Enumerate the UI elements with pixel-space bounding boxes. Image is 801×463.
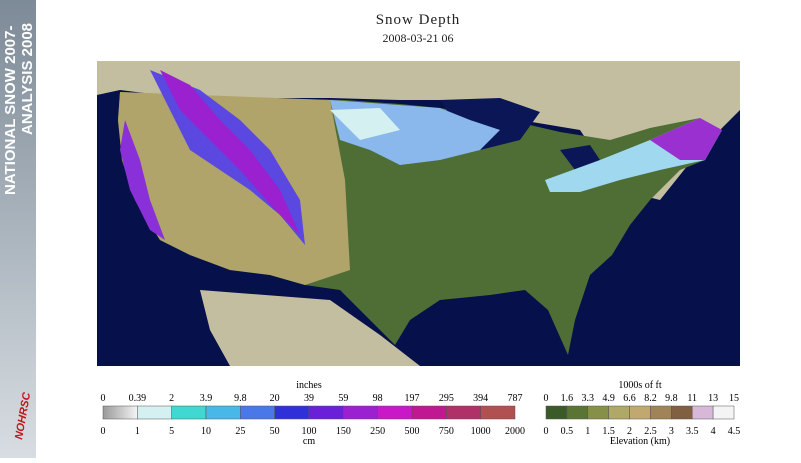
canada — [97, 61, 740, 200]
color-swatch — [240, 405, 275, 420]
tick-label: 5 — [169, 426, 174, 437]
legend-label: Elevation (km) — [610, 436, 670, 447]
tick-label: 3.5 — [686, 426, 699, 437]
timestamp: 2008-03-21 06 — [383, 31, 454, 45]
tick-label: 2 — [169, 393, 174, 404]
tick-label: 197 — [405, 393, 420, 404]
color-swatch — [608, 405, 630, 420]
color-swatch — [446, 405, 481, 420]
tick-label: 750 — [439, 426, 454, 437]
tick-label: 10 — [201, 426, 211, 437]
tick-label: 0.39 — [129, 393, 147, 404]
western-terrain — [118, 92, 350, 285]
color-swatch — [691, 405, 714, 420]
map — [97, 61, 740, 366]
tick-label: 1.6 — [561, 393, 574, 404]
tick-label: 0 — [544, 393, 549, 404]
tick-label: 0 — [101, 393, 106, 404]
color-swatch — [102, 405, 138, 420]
snow-maine — [650, 118, 722, 160]
tick-label: 8.2 — [644, 393, 657, 404]
legend-label: 1000s of ft — [618, 380, 662, 391]
tick-label: 787 — [508, 393, 523, 404]
tick-label: 50 — [270, 426, 280, 437]
tick-label: 4.5 — [728, 426, 741, 437]
tick-label: 2.5 — [644, 426, 657, 437]
tick-label: 295 — [439, 393, 454, 404]
color-swatch — [650, 405, 672, 420]
tick-label: 13 — [708, 393, 718, 404]
tick-label: 394 — [473, 393, 488, 404]
tick-label: 500 — [405, 426, 420, 437]
great-lakes — [440, 98, 600, 170]
tick-label: 4 — [711, 426, 716, 437]
snow-light — [330, 108, 400, 140]
tick-label: 9.8 — [665, 393, 678, 404]
color-swatch — [480, 405, 516, 420]
color-swatch — [308, 405, 344, 420]
color-swatch — [171, 405, 207, 420]
tick-label: 11 — [687, 393, 697, 404]
tick-label: 150 — [336, 426, 351, 437]
tick-label: 15 — [729, 393, 739, 404]
sidebar-text: NATIONAL SNOW 2007- — [2, 26, 19, 195]
color-swatch — [712, 405, 735, 420]
tick-label: 3.3 — [582, 393, 595, 404]
tick-label: 6.6 — [623, 393, 636, 404]
title: Snow Depth — [376, 12, 461, 28]
tick-label: 0 — [544, 426, 549, 437]
tick-label: 1 — [585, 426, 590, 437]
tick-label: 39 — [304, 393, 314, 404]
tick-label: 3.9 — [200, 393, 213, 404]
tick-label: 2 — [627, 426, 632, 437]
tick-label: 1000 — [471, 426, 491, 437]
tick-label: 1 — [135, 426, 140, 437]
tick-label: 20 — [270, 393, 280, 404]
legend-label: cm — [303, 436, 315, 447]
tick-label: 4.9 — [602, 393, 615, 404]
color-swatch — [671, 405, 693, 420]
tick-label: 100 — [302, 426, 317, 437]
tick-label: 25 — [235, 426, 245, 437]
snow-deep — [160, 70, 300, 235]
color-swatch — [566, 405, 589, 420]
color-swatch — [377, 405, 413, 420]
tick-label: 0.5 — [561, 426, 574, 437]
sidebar — [0, 0, 36, 458]
tick-label: 0 — [101, 426, 106, 437]
legend-label: inches — [296, 380, 322, 391]
tick-label: 3 — [669, 426, 674, 437]
color-swatch — [411, 405, 447, 420]
snow-cascades — [120, 120, 165, 240]
tick-label: 9.8 — [234, 393, 247, 404]
tick-label: 59 — [338, 393, 348, 404]
mexico — [200, 290, 420, 366]
color-swatch — [343, 405, 378, 420]
color-swatch — [545, 405, 568, 420]
color-swatch — [137, 405, 172, 420]
color-swatch — [205, 405, 241, 420]
color-swatch — [274, 405, 310, 420]
tick-label: 250 — [370, 426, 385, 437]
sidebar-text: ANALYSIS 2008 — [19, 23, 36, 135]
color-swatch — [587, 405, 609, 420]
tick-label: 98 — [373, 393, 383, 404]
snow-legend: inches cm 0 0.39 2 3.9 9.8 20 39 59 98 197 295 394 7… — [101, 380, 526, 447]
tick-label: 1.5 — [602, 426, 615, 437]
tick-label: 2000 — [505, 426, 525, 437]
color-swatch — [629, 405, 651, 420]
elevation-legend: 1000s of ft Elevation (km) 0 1.6 3.3 4.9 6.6… — [544, 380, 741, 447]
